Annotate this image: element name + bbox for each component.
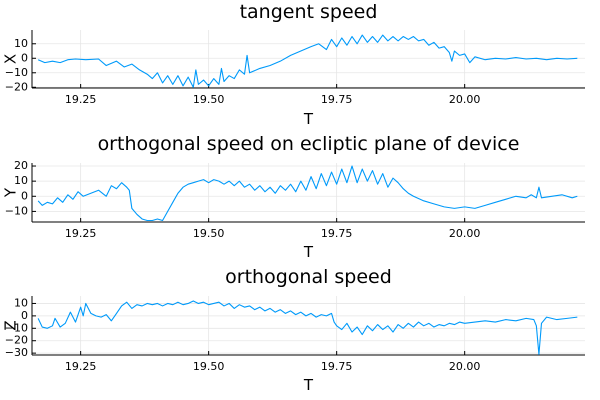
x-tick-label: 19.25	[65, 360, 97, 373]
axis-spines	[31, 163, 585, 223]
y-axis-label: Y	[2, 187, 20, 198]
chart-title: orthogonal speed on ecliptic plane of de…	[98, 133, 520, 155]
y-tick-label: 0	[21, 189, 28, 202]
x-tick-label: 19.50	[193, 93, 225, 106]
subplot-orthogonal-speed: orthogonal speed T Z 19.25 19.50 19.75 20.0…	[2, 266, 585, 394]
x-axis-label: T	[303, 110, 314, 128]
x-tick-label: 19.25	[65, 227, 97, 240]
y-tick-label: 10	[14, 296, 28, 309]
series-line	[37, 300, 578, 355]
axis-spines	[31, 296, 585, 356]
subplot-orthogonal-speed-ecliptic: orthogonal speed on ecliptic plane of de…	[2, 133, 585, 261]
x-tick-label: 19.75	[321, 93, 353, 106]
x-tick-label: 19.50	[193, 227, 225, 240]
data-series	[37, 34, 578, 88]
x-tick-label: 20.00	[449, 93, 481, 106]
y-tick-label: 0	[21, 309, 28, 322]
axis-spines	[31, 30, 585, 89]
y-tick-label: 10	[14, 37, 28, 50]
x-axis-label: T	[303, 243, 314, 261]
chart-title: orthogonal speed	[225, 266, 392, 288]
y-tick-label: 10	[14, 174, 28, 187]
x-tick-label: 19.75	[321, 227, 353, 240]
series-line	[37, 165, 578, 222]
axis-ticks: 19.25 19.50 19.75 20.00 −10 0 10 20	[5, 159, 481, 240]
data-series	[37, 300, 578, 355]
x-tick-label: 19.75	[321, 360, 353, 373]
grid-lines	[32, 296, 585, 355]
chart-title: tangent speed	[240, 1, 378, 23]
y-tick-label: −20	[5, 334, 28, 347]
y-tick-label: −20	[5, 80, 28, 93]
x-tick-label: 19.50	[193, 360, 225, 373]
y-tick-label: −10	[5, 66, 28, 79]
subplot-tangent-speed: tangent speed T X 19.25 19.50 19.75 20.00 −2…	[2, 1, 585, 128]
axis-ticks: 19.25 19.50 19.75 20.00 −20−10 010	[5, 37, 481, 106]
x-tick-label: 20.00	[449, 360, 481, 373]
grid-lines	[32, 163, 585, 222]
y-axis-label: X	[2, 54, 20, 64]
y-tick-label: −10	[5, 321, 28, 334]
data-series	[37, 165, 578, 222]
y-tick-label: −30	[5, 346, 28, 359]
x-tick-label: 20.00	[449, 227, 481, 240]
y-tick-label: −10	[5, 204, 28, 217]
grid-lines	[32, 30, 585, 88]
y-tick-label: 0	[21, 51, 28, 64]
series-line	[37, 34, 578, 88]
y-axis-label: Z	[2, 320, 20, 330]
x-tick-label: 19.25	[65, 93, 97, 106]
y-tick-label: 20	[14, 159, 28, 172]
x-axis-label: T	[303, 376, 314, 394]
